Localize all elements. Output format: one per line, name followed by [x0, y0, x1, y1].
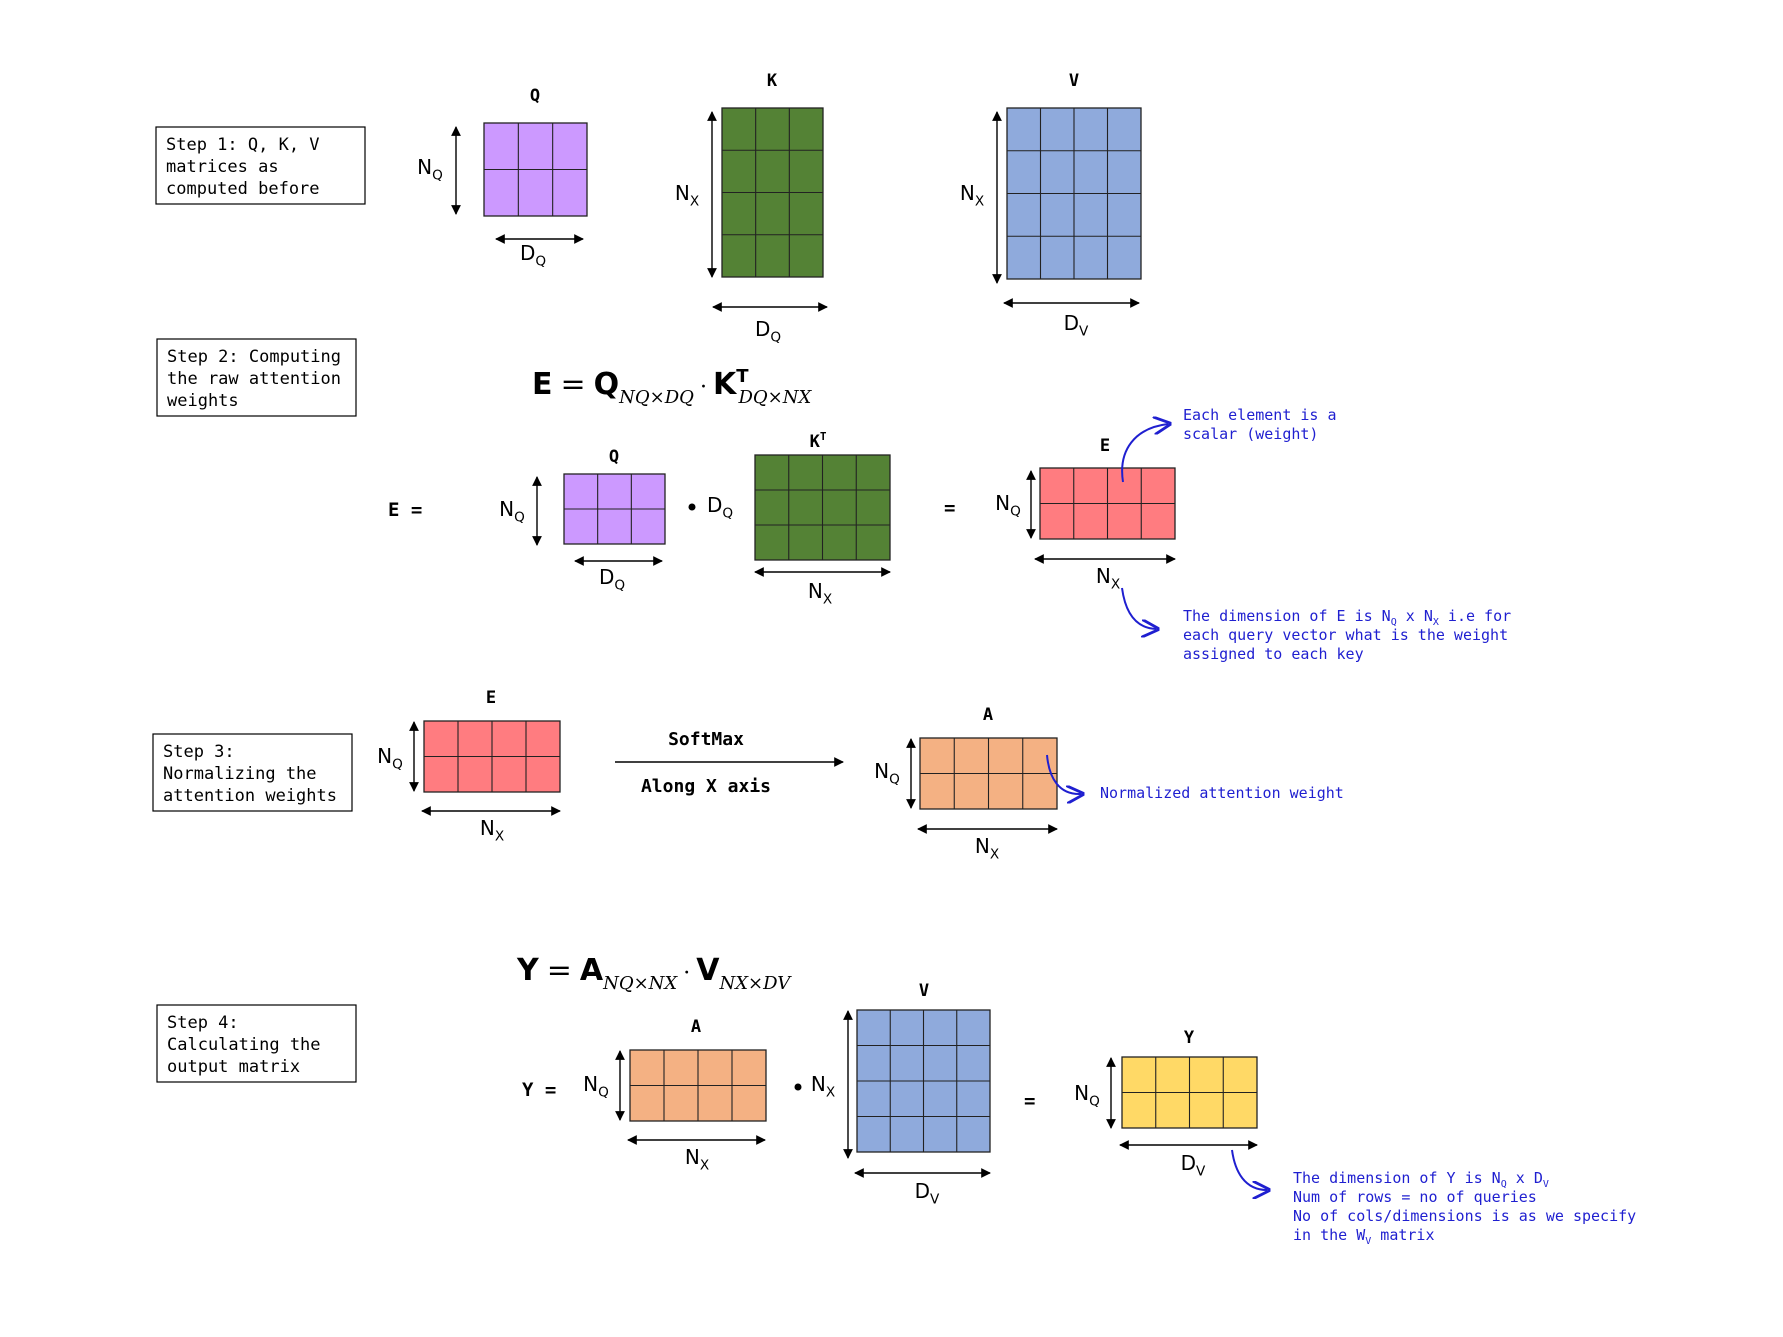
e3-matrix-title: E [486, 688, 496, 708]
note-y-dimension: No of cols/dimensions is as we specify [1293, 1207, 1636, 1225]
q2-matrix [563, 473, 666, 545]
kt-cols-label: NX [808, 579, 832, 608]
note-e-dimension-arrow [1121, 587, 1156, 629]
q2-cols-label: DQ [599, 565, 625, 594]
v-cols-label: DV [1064, 311, 1089, 340]
note-y-dimension: The dimension of Y is NQ​ x DV​ [1293, 1169, 1549, 1190]
k-matrix [721, 107, 824, 278]
step3-line: attention weights [163, 786, 337, 806]
equals-sign-2: = [1024, 1090, 1035, 1112]
e-cols-label: NX [1096, 564, 1120, 593]
e-rows-label: NQ [995, 491, 1021, 520]
q-cols-label: DQ [520, 241, 546, 270]
note-a-normalized: Normalized attention weight [1100, 784, 1344, 802]
e3-matrix [423, 720, 561, 793]
a4-rows-label: NQ [583, 1072, 609, 1101]
v4-cols-label: DV [915, 1179, 940, 1208]
a4-matrix-title: A [691, 1017, 701, 1037]
e-matrix [1039, 467, 1176, 540]
note-y-dimension: Num of rows = no of queries [1293, 1188, 1537, 1206]
v4-matrix [856, 1009, 991, 1153]
kt-rows-label: DQ [707, 493, 733, 522]
v4-matrix-title: V [919, 981, 929, 1001]
k-matrix-title: K [767, 71, 778, 91]
e-equals-label: E = [388, 499, 422, 521]
a-matrix [919, 737, 1058, 810]
v-matrix [1006, 107, 1142, 280]
equation-y: Y = ANQ×NX · VNX×DV [516, 953, 792, 994]
q-rows-label: NQ [417, 155, 443, 184]
step3-line: Normalizing the [163, 764, 317, 784]
equals-sign-1: = [944, 497, 955, 519]
note-y-arrow [1231, 1149, 1267, 1190]
a-cols-label: NX [975, 834, 999, 863]
step4-line: Calculating the [167, 1035, 321, 1055]
step2-line: Step 2: Computing [167, 347, 341, 367]
v-matrix-title: V [1069, 71, 1079, 91]
softmax-axis-label: Along X axis [641, 776, 771, 797]
e-matrix-title: E [1100, 436, 1110, 456]
v4-rows-label: NX [811, 1072, 835, 1101]
e3-rows-label: NQ [377, 744, 403, 773]
dot-operator-2 [794, 1083, 802, 1091]
y-cols-label: DV [1181, 1151, 1206, 1180]
step4-line: output matrix [167, 1057, 300, 1077]
q2-matrix-title: Q [609, 447, 619, 467]
note-e-dimension: each query vector what is the weight [1183, 626, 1508, 644]
step4-line: Step 4: [167, 1013, 239, 1033]
a4-cols-label: NX [685, 1145, 709, 1174]
e3-cols-label: NX [480, 816, 504, 845]
y-matrix-title: Y [1184, 1028, 1195, 1048]
note-e-element: Each element is a [1183, 406, 1337, 424]
note-e-element-arrow [1121, 424, 1168, 483]
step2-line: the raw attention [167, 369, 341, 389]
note-a-arrow [1046, 754, 1081, 794]
note-e-dimension: assigned to each key [1183, 645, 1364, 663]
note-e-dimension: The dimension of E is NQ​ x NX​ i.e for [1183, 607, 1511, 628]
k-rows-label: NX [675, 181, 699, 210]
v-rows-label: NX [960, 181, 984, 210]
step1-line: Step 1: Q, K, V [166, 135, 320, 155]
q-matrix [483, 122, 588, 217]
a-matrix-title: A [983, 705, 993, 725]
step1-line: matrices as [166, 157, 279, 177]
y-rows-label: NQ [1074, 1081, 1100, 1110]
kt-matrix-title: KT [810, 430, 827, 452]
step2-line: weights [167, 391, 239, 411]
y-matrix [1121, 1056, 1258, 1129]
a4-matrix [629, 1049, 767, 1122]
dot-operator-1 [688, 503, 696, 511]
step1-line: computed before [166, 179, 320, 199]
a-rows-label: NQ [874, 759, 900, 788]
softmax-label: SoftMax [668, 729, 744, 750]
q2-rows-label: NQ [499, 497, 525, 526]
y-equals-label: Y = [522, 1079, 556, 1101]
equation-e: E = QNQ×DQ · KT DQ×NX [532, 366, 812, 408]
k-cols-label: DQ [755, 317, 781, 346]
note-y-dimension: in the WV​ matrix [1293, 1226, 1435, 1247]
note-e-element: scalar (weight) [1183, 425, 1318, 443]
step3-line: Step 3: [163, 742, 235, 762]
q-matrix-title: Q [530, 86, 540, 106]
kt-matrix [754, 454, 891, 561]
